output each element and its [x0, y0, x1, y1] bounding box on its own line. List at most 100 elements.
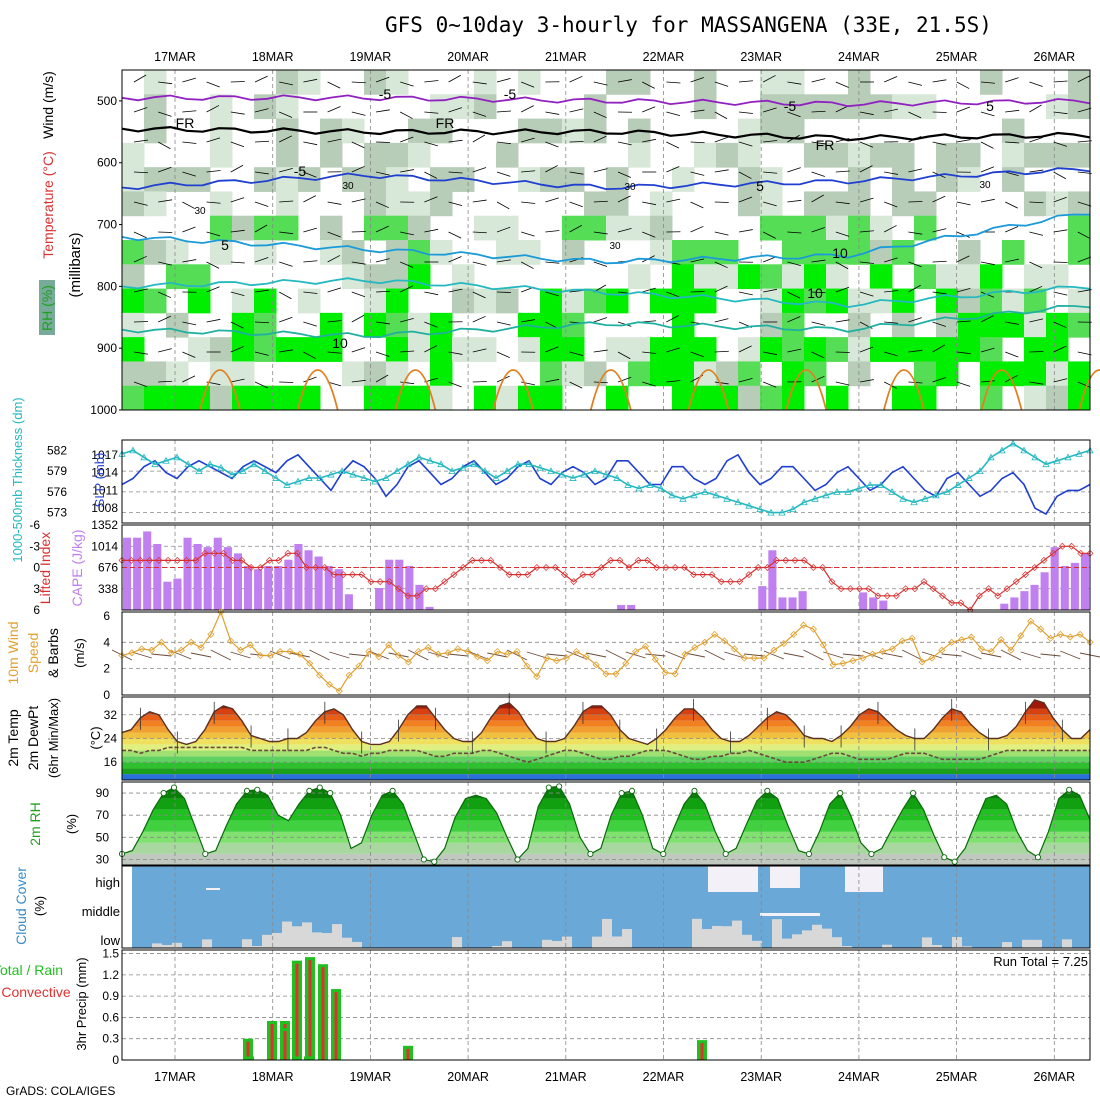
thickness-point: [767, 508, 775, 516]
wind-barb: [230, 321, 244, 329]
wind-barb: [882, 652, 903, 658]
slp-label: SLP (mb): [92, 453, 107, 508]
temperature-label: Temperature (°C): [40, 151, 56, 259]
wind-barb: [254, 351, 269, 356]
wind-barb: [448, 201, 463, 207]
li-point: [155, 556, 163, 564]
low-cloud: [722, 926, 732, 948]
thickness-point: [184, 460, 192, 468]
wind-barb: [811, 259, 826, 263]
li-point: [699, 571, 707, 579]
wind-speed-point: [770, 646, 778, 654]
rh-cell: [386, 191, 409, 217]
wind-barb: [908, 81, 923, 86]
rh-cell: [672, 337, 695, 362]
rh-cell: [738, 142, 761, 168]
wind-barb: [448, 107, 463, 113]
wind-speed-point: [938, 646, 946, 654]
wind-speed-point: [691, 644, 699, 652]
wind-speed-point: [167, 649, 175, 657]
date-label-bottom: 18MAR: [252, 1070, 294, 1084]
rh-cell: [210, 385, 233, 411]
cape-bar: [183, 537, 192, 610]
wind-barb: [738, 291, 753, 296]
rh-cell: [826, 94, 849, 120]
rh-cell: [386, 264, 409, 290]
rh-cell: [760, 215, 783, 241]
rh-cell: [914, 94, 937, 120]
thickness-point: [987, 453, 995, 461]
li-point: [662, 564, 670, 571]
cape-bar: [344, 594, 353, 610]
thickness-point: [382, 474, 390, 481]
high-cloud: [845, 866, 883, 892]
wind-barb: [763, 107, 777, 113]
rh-cell: [892, 94, 915, 120]
high-cloud: [206, 888, 220, 890]
wind-barb: [254, 75, 268, 83]
wind-barb: [158, 166, 172, 173]
rh-cell: [320, 215, 343, 241]
low-cloud: [962, 946, 972, 948]
panel-border: [121, 865, 1091, 949]
rh-cell: [430, 118, 453, 144]
wind-panel: 0 2 4 6 (m/s) 10m Wind Speed & Barbs: [5, 608, 1100, 702]
rh-cell: [804, 142, 827, 168]
wind-barb: [424, 171, 438, 179]
low-cloud: [612, 936, 622, 948]
wind-barb: [496, 201, 510, 210]
wind-barb: [521, 105, 534, 113]
wind-barb: [158, 81, 173, 85]
thickness-point: [547, 467, 555, 475]
contour-label: 5: [221, 237, 229, 253]
thickness-point: [349, 470, 357, 478]
rh-cell: [606, 385, 629, 411]
thickness-point: [228, 470, 236, 478]
rh-cell: [144, 191, 167, 217]
wind-barb: [859, 261, 874, 264]
rh-cell: [826, 337, 849, 362]
rh-cell: [804, 94, 827, 120]
rh-cell: [1046, 191, 1069, 217]
rh-unit: (%): [64, 814, 79, 834]
wind-barb: [375, 321, 390, 325]
rh-cell: [980, 312, 1003, 338]
wind-barb: [448, 288, 463, 293]
wind-barb: [738, 196, 753, 203]
wind-speed-point: [266, 651, 274, 660]
surface-temp-contour: [199, 369, 241, 411]
dewpoint-line: [122, 746, 1090, 764]
wind-barb: [526, 651, 547, 659]
thickness-point: [261, 467, 269, 475]
rh-cell: [716, 264, 739, 290]
rh-cell: [606, 167, 629, 192]
surface-temp-contour: [589, 369, 632, 411]
rh-point: [805, 850, 813, 857]
wind-speed-point: [612, 670, 620, 678]
wind-barb: [884, 351, 898, 357]
wind-barb: [1053, 196, 1067, 203]
rh-cell: [122, 385, 145, 411]
rh-cell: [584, 191, 607, 217]
wind-barb: [303, 321, 317, 327]
rh-cell: [804, 361, 827, 387]
li-point: [136, 556, 144, 564]
wind-barb: [738, 171, 752, 179]
wind-barb: [884, 201, 898, 208]
low-cloud: [162, 944, 172, 948]
wind-barb: [521, 261, 534, 269]
wind-barb: [738, 141, 753, 147]
contour-label: FR: [176, 115, 195, 131]
rh-cell: [122, 264, 145, 290]
rh-cell: [694, 70, 717, 95]
temp-tick: 16: [104, 755, 118, 769]
rh-label: RH (%): [39, 285, 55, 331]
wind-tick: 2: [103, 662, 110, 676]
wind-speed-point: [602, 670, 610, 678]
rh-cell: [1024, 142, 1047, 168]
li-point: [1049, 549, 1057, 557]
thickness-point: [250, 460, 258, 468]
rh-cell: [870, 240, 893, 265]
li-point: [404, 592, 412, 600]
li-point: [837, 585, 845, 593]
